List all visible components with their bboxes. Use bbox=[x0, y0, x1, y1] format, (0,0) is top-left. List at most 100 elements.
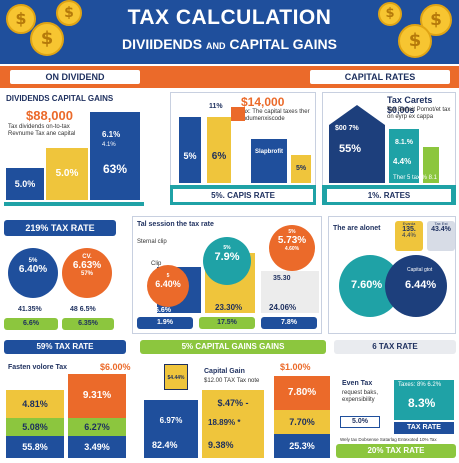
venn-caption: Capital gtot bbox=[407, 267, 433, 273]
badge: Evarda 135. 4.4% bbox=[395, 221, 423, 251]
chart-bar bbox=[261, 271, 319, 313]
coin-icon: $ bbox=[420, 4, 452, 36]
bar-label: 6.1% bbox=[102, 130, 121, 139]
bar-label: 18.89% * bbox=[208, 418, 241, 427]
venn-value: 7.60% bbox=[351, 279, 383, 291]
chart-bar: 5.08% bbox=[6, 418, 64, 436]
panel-rates-small: $1.00% 7.80% 7.70% 25.3% bbox=[272, 360, 332, 460]
bar-label: 11% bbox=[209, 103, 223, 110]
house-value: 55% bbox=[339, 143, 362, 155]
panel-rates: Tax Carets $0,00s Tax Benoit Pomot/et ta… bbox=[322, 92, 456, 205]
circle-caption: 5 bbox=[166, 273, 170, 279]
subtitle-part: CAPITAL GAINS bbox=[229, 36, 337, 52]
coin-icon: $ bbox=[30, 22, 64, 56]
note-text: Tax dividends on-to-tax Revnume Tax ane … bbox=[8, 124, 76, 137]
circle-caption: 4.60% bbox=[284, 246, 300, 252]
page-title: TAX CALCULATION bbox=[127, 6, 332, 29]
strip-label-right: CAPITAL RATES bbox=[310, 70, 450, 84]
circle-value: 7.9% bbox=[214, 251, 240, 263]
chart-bar: 5.0% bbox=[6, 168, 44, 200]
chart-bar: 6% bbox=[207, 117, 231, 183]
subtitle-and: AND bbox=[206, 41, 226, 51]
capital-gains-banner: 5% CAPITAL GAINS GAINS bbox=[140, 340, 326, 354]
badge-caption: 4.4% bbox=[402, 233, 416, 239]
panel-dividends: DIVIDENDS CAPITAL GAINS $88,000 Tax divi… bbox=[4, 92, 144, 210]
value-circle: 5% 7.9% bbox=[203, 237, 251, 285]
chart-bar bbox=[423, 147, 439, 183]
tax-rate-banner: 20% TAX RATE bbox=[336, 444, 456, 458]
panel-capital-gain: $4.44% Capital Gain $12.00 TAX Tax note … bbox=[140, 360, 270, 460]
tag-icon: $4.44% bbox=[164, 364, 188, 390]
badge: Tax Est 43.4% bbox=[427, 221, 455, 251]
subtitle-part: DIVIIDENDS bbox=[121, 36, 203, 52]
coin-icon: $ bbox=[6, 4, 36, 34]
panel-title: The are alonet bbox=[333, 225, 381, 232]
value-pill: 1.9% bbox=[137, 317, 193, 329]
amount-label: Tax Carets $0,00s bbox=[387, 95, 433, 115]
value-circle: 5% 5.73% 4.60% bbox=[269, 225, 315, 271]
chart-bar: 5% bbox=[179, 117, 201, 183]
house-roof bbox=[231, 107, 245, 121]
bar-label: 9.38% bbox=[208, 440, 234, 450]
badge-value: 43.4% bbox=[431, 226, 451, 233]
value-label: 24.06% bbox=[269, 303, 297, 312]
panel-fasten: Fasten volore Tax $6.00% 4.81% 9.31% 5.0… bbox=[4, 360, 131, 460]
coin-icon: $ bbox=[378, 2, 402, 26]
value-pill: 5.0% bbox=[340, 416, 380, 428]
circle-value: 6.63% bbox=[72, 260, 102, 271]
note-text: Tax Benoit Pomot/et tax on eyrp ex cappa bbox=[387, 107, 451, 120]
chart-bar: 6.97% bbox=[144, 400, 198, 458]
chart-bar: 8.1.% bbox=[389, 129, 419, 183]
house-label: $00 7% bbox=[335, 125, 359, 132]
circle-value: 5.73% bbox=[277, 235, 307, 246]
note-text: request baks, expensibility bbox=[342, 390, 379, 403]
bar-label: 4.4% bbox=[393, 157, 412, 166]
value-circle: CV. 6.63% 57% bbox=[62, 248, 112, 298]
circle-caption: 5% bbox=[288, 229, 296, 235]
panel-title: DIVIDENDS CAPITAL GAINS bbox=[6, 94, 114, 103]
chart-bar: 5.0% bbox=[46, 148, 88, 200]
circle-caption: 5% bbox=[28, 258, 38, 264]
value-pill: 7.8% bbox=[261, 317, 317, 329]
badge-caption: Evarda bbox=[402, 221, 416, 226]
amount-label: $14,000 bbox=[241, 95, 285, 109]
house-icon bbox=[329, 105, 385, 183]
value-pill: 6.6% bbox=[4, 318, 58, 330]
bar-note: Taxes: 8% 6.2% bbox=[398, 382, 442, 388]
chart-bar: 5% bbox=[291, 155, 311, 183]
chart-bar: 4.81% bbox=[6, 390, 64, 418]
coin-icon: $ bbox=[56, 0, 82, 26]
panel-session-rate: Tal session the tax rate Sternal clip Cl… bbox=[132, 216, 322, 334]
circle-caption: CV. bbox=[82, 254, 92, 260]
bar-label: 4.1% bbox=[102, 142, 116, 148]
tax-rate-banner: 6 TAX RATE bbox=[334, 340, 456, 354]
bar-label: 82.4% bbox=[152, 440, 178, 450]
footer-label: 5%. CAPIS RATE bbox=[173, 189, 313, 202]
value-label: 41.35% bbox=[18, 306, 42, 313]
panel-title: Tal session the tax rate bbox=[137, 221, 214, 228]
chart-bar: 9.31% bbox=[68, 374, 126, 418]
baseline bbox=[4, 202, 144, 206]
value-circle: 5 6.40% bbox=[147, 265, 189, 307]
badge-caption: Tax Est bbox=[434, 221, 448, 226]
chart-bar: 6.27% bbox=[68, 418, 126, 436]
panel-title: Fasten volore Tax bbox=[8, 364, 68, 371]
coin-icon: $ bbox=[398, 24, 432, 58]
venn-value: 6.44% bbox=[405, 279, 437, 291]
chart-bar: $.47% - bbox=[202, 390, 264, 458]
chart-bar: 63% bbox=[90, 112, 140, 200]
panel-banner: 219% TAX RATE bbox=[4, 220, 116, 236]
circle-caption: 57% bbox=[80, 271, 93, 277]
value-pill: 6.35% bbox=[62, 318, 114, 330]
footer-note: Wely tax Dobsense Satarlag Entexoted 10%… bbox=[340, 437, 437, 442]
panel-title: Even Tax bbox=[342, 380, 373, 387]
bar-value: 8.3% bbox=[408, 396, 436, 410]
chart-bar: 7.70% bbox=[274, 410, 330, 434]
panel-capital: $14,000 tax: The capital taxes ther Indu… bbox=[170, 92, 316, 205]
amount-label: $1.00% bbox=[280, 362, 311, 372]
footer-label: 1%. RATES bbox=[327, 189, 451, 202]
note-text: tax: The capital taxes ther Indumenxisco… bbox=[241, 109, 310, 122]
note-text: $12.00 TAX Tax note bbox=[204, 378, 260, 384]
page-subtitle: DIVIIDENDS AND CAPITAL GAINS bbox=[0, 36, 459, 52]
